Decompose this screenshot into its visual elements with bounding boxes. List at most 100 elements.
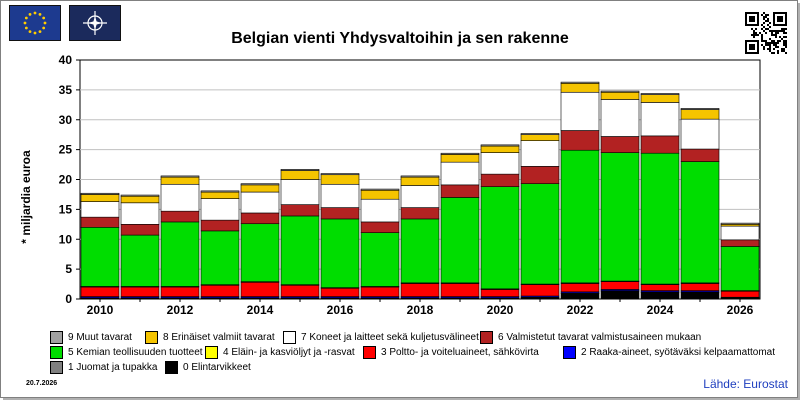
legend-swatch — [50, 360, 63, 374]
bar-segment — [80, 216, 120, 228]
bar-segment — [80, 201, 120, 218]
legend-item: 8 Erinäiset valmiit tavarat — [145, 330, 275, 344]
bar-segment — [640, 284, 680, 291]
bar-segment — [480, 144, 520, 147]
x-tick-label: 2018 — [407, 303, 434, 317]
bar-segment — [560, 81, 600, 84]
bar-segment — [320, 218, 360, 288]
legend-label: 6 Valmistetut tavarat valmistusaineen mu… — [498, 331, 702, 343]
bar-segment — [200, 191, 240, 199]
bar-segment — [400, 218, 440, 284]
bar-segment — [520, 166, 560, 184]
bar-segment — [680, 283, 720, 291]
bar-segment — [480, 145, 520, 153]
bar-segment — [360, 232, 400, 287]
bar-segment — [160, 286, 200, 297]
bar-segment — [480, 173, 520, 187]
bar-segment — [360, 221, 400, 233]
y-tick-label: 15 — [59, 202, 73, 216]
legend-label: 4 Eläin- ja kasviöljyt ja -rasvat — [223, 346, 355, 358]
bar-segment — [240, 281, 280, 297]
bar-segment — [120, 202, 160, 225]
bar-segment — [440, 283, 480, 297]
y-tick-label: 25 — [59, 143, 73, 157]
bar-segment — [120, 286, 160, 297]
bar-segment — [720, 290, 760, 298]
bar-segment — [160, 210, 200, 223]
bar-segment — [320, 173, 360, 176]
legend-swatch — [363, 345, 376, 359]
bar-segment — [200, 219, 240, 232]
bar-segment — [160, 175, 200, 178]
eu-flag-icon — [9, 5, 61, 41]
legend-label: 0 Elintarvikkeet — [183, 361, 251, 373]
source-link[interactable]: Lähde: Eurostat — [703, 377, 788, 391]
bar-segment — [400, 176, 440, 186]
x-tick-label: 2020 — [487, 303, 514, 317]
x-tick-label: 2026 — [727, 303, 754, 317]
x-tick-label: 2010 — [87, 303, 114, 317]
x-tick-label: 2014 — [247, 303, 274, 317]
legend-item: 2 Raaka-aineet, syötäväksi kelpaamattoma… — [563, 345, 775, 359]
bar-segment — [280, 215, 320, 285]
bar-segment — [120, 234, 160, 287]
bar-segment — [80, 227, 120, 287]
bar-segment — [400, 207, 440, 220]
y-tick-label: 5 — [65, 262, 72, 276]
bar-segment — [240, 191, 280, 214]
bar-segment — [680, 109, 720, 120]
bar-segment — [720, 222, 760, 225]
legend-label: 9 Muut tavarat — [68, 331, 132, 343]
bar-segment — [520, 140, 560, 167]
bar-segment — [280, 204, 320, 217]
bar-segment — [200, 284, 240, 297]
bar-segment — [400, 185, 440, 208]
bar-segment — [600, 91, 640, 100]
bar-segment — [280, 169, 320, 171]
bar-segment — [520, 183, 560, 285]
bar-segment — [560, 130, 600, 151]
legend-item: 4 Eläin- ja kasviöljyt ja -rasvat — [205, 345, 355, 359]
bar-segment — [320, 207, 360, 220]
bar-segment — [600, 136, 640, 153]
bar-segment — [640, 94, 680, 103]
bar-segment — [720, 225, 760, 241]
bar-segment — [320, 183, 360, 208]
bar-segment — [720, 239, 760, 247]
bar-segment — [440, 197, 480, 284]
legend-swatch — [145, 330, 158, 344]
bar-segment — [680, 292, 720, 300]
x-tick-label: 2012 — [167, 303, 194, 317]
bar-segment — [640, 135, 680, 154]
bar-segment — [240, 183, 280, 186]
bar-segment — [560, 283, 600, 293]
bar-segment — [520, 134, 560, 141]
chart-title: Belgian vienti Yhdysvaltoihin ja sen rak… — [231, 30, 569, 47]
legend-item: 5 Kemian teollisuuden tuotteet — [50, 345, 203, 359]
bar-segment — [560, 91, 600, 131]
legend-label: 8 Erinäiset valmiit tavarat — [163, 331, 275, 343]
qr-code-icon[interactable] — [745, 12, 787, 54]
bar-segment — [440, 161, 480, 186]
bar-segment — [720, 246, 760, 291]
bar-segment — [360, 286, 400, 297]
bar-segment — [640, 292, 680, 300]
legend-swatch — [50, 345, 63, 359]
bar-segment — [640, 152, 680, 285]
bar-segment — [560, 83, 600, 93]
y-tick-label: 10 — [59, 232, 73, 246]
bar-segment — [680, 108, 720, 110]
legend-swatch — [480, 330, 493, 344]
bar-segment — [600, 152, 640, 282]
x-tick-label: 2016 — [327, 303, 354, 317]
bar-segment — [360, 189, 400, 200]
x-tick-label: 2022 — [567, 303, 594, 317]
bar-segment — [680, 161, 720, 284]
bar-segment — [120, 195, 160, 204]
legend-label: 1 Juomat ja tupakka — [68, 361, 158, 373]
bar-segment — [240, 223, 280, 282]
bar-segment — [480, 186, 520, 290]
bar-segment — [160, 183, 200, 212]
y-tick-label: 30 — [59, 113, 73, 127]
legend-swatch — [165, 360, 178, 374]
